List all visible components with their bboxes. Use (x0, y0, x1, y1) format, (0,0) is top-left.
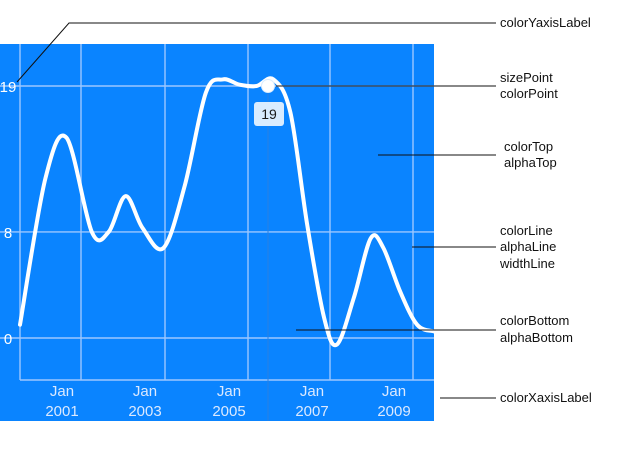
x-tick-label-year: 2003 (128, 403, 161, 420)
x-tick-label-month: Jan (133, 383, 157, 400)
y-tick-label: 19 (0, 79, 16, 96)
x-tick-label-month: Jan (217, 383, 241, 400)
x-tick-label-year: 2009 (377, 403, 410, 420)
annotation-x-axis-label: colorXaxisLabel (500, 390, 592, 405)
value-tooltip: 19 (254, 102, 284, 126)
x-tick-label-year: 2005 (212, 403, 245, 420)
annotation-bottom: colorBottom alphaBottom (500, 313, 573, 345)
annotation-line: colorLine alphaLine widthLine (499, 223, 560, 271)
highlight-point (261, 79, 275, 93)
x-tick-label-year: 2001 (45, 403, 78, 420)
x-tick-label-year: 2007 (295, 403, 328, 420)
x-tick-label-month: Jan (50, 383, 74, 400)
y-tick-label: 0 (4, 331, 12, 348)
annotation-leaders (16, 22, 496, 399)
y-tick-label: 8 (4, 225, 12, 242)
annotation-top: colorTop alphaTop (504, 139, 557, 170)
x-tick-label-month: Jan (300, 383, 324, 400)
series-line (18, 76, 436, 348)
annotation-y-axis-label: colorYaxisLabel (500, 15, 591, 30)
x-axis-labels: Jan 2001 Jan 2003 Jan 2005 Jan 2007 Jan 2009 (45, 383, 410, 420)
grid (0, 44, 434, 381)
tooltip-value: 19 (261, 106, 277, 122)
x-tick-label-month: Jan (382, 383, 406, 400)
annotation-point: sizePoint colorPoint (500, 70, 558, 101)
